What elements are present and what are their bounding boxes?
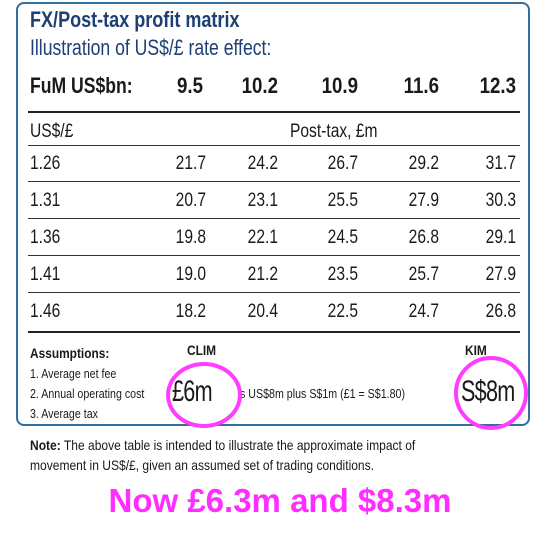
assumption-line: 1. Average net fee — [30, 366, 117, 381]
rate-cell: 1.26 — [30, 153, 61, 174]
table-cell: 30.3 — [485, 190, 516, 211]
table-subtitle: Illustration of US$/£ rate effect: — [30, 35, 272, 60]
table-cell: 24.2 — [247, 153, 278, 174]
table-cell: 20.4 — [247, 301, 278, 322]
header-divider — [28, 111, 520, 113]
table-cell: 19.0 — [175, 264, 206, 285]
table-cell: 29.2 — [408, 153, 439, 174]
kim-label: KIM — [465, 342, 487, 358]
table-cell: 24.7 — [408, 301, 439, 322]
rate-cell: 1.36 — [30, 227, 61, 248]
table-cell: 25.7 — [408, 264, 439, 285]
table-title: FX/Post-tax profit matrix — [30, 7, 240, 32]
table-cell: 24.5 — [327, 227, 358, 248]
note-line: movement in US$/£, given an assumed set … — [30, 457, 374, 473]
table-cell: 21.2 — [247, 264, 278, 285]
row-divider — [28, 181, 520, 182]
value-column-header: Post-tax, £m — [290, 121, 378, 142]
note-line: Note: The above table is intended to ill… — [30, 437, 415, 453]
table-cell: 23.5 — [327, 264, 358, 285]
rate-cell: 1.41 — [30, 264, 61, 285]
rate-cell: 1.31 — [30, 190, 61, 211]
clim-label: CLIM — [187, 342, 217, 358]
table-cell: 26.8 — [408, 227, 439, 248]
table-bottom-divider — [28, 331, 520, 333]
rate-column-header: US$/£ — [30, 121, 74, 142]
table-cell: 20.7 — [175, 190, 206, 211]
assumptions-title: Assumptions: — [30, 345, 110, 361]
fum-label: FuM US$bn: — [30, 73, 133, 98]
table-cell: 27.9 — [485, 264, 516, 285]
row-divider — [28, 255, 520, 256]
table-cell: 27.9 — [408, 190, 439, 211]
table-cell: 18.2 — [175, 301, 206, 322]
table-cell: 26.8 — [485, 301, 516, 322]
table-cell: 21.7 — [175, 153, 206, 174]
table-cell: 19.8 — [175, 227, 206, 248]
table-cell: 26.7 — [327, 153, 358, 174]
note-text: The above table is intended to illustrat… — [63, 437, 416, 453]
highlight-circle — [454, 356, 528, 430]
fum-value: 12.3 — [479, 73, 516, 98]
fum-value: 9.5 — [176, 73, 203, 98]
highlight-circle — [166, 362, 242, 428]
table-cell: 31.7 — [485, 153, 516, 174]
fum-value: 11.6 — [403, 73, 439, 98]
row-divider — [28, 145, 520, 146]
table-cell: 29.1 — [485, 227, 516, 248]
fum-value: 10.2 — [241, 73, 278, 98]
assumption-line: s US$8m plus S$1m (£1 = S$1.80) — [240, 386, 406, 401]
table-cell: 23.1 — [247, 190, 278, 211]
table-cell: 22.5 — [327, 301, 358, 322]
overlay-caption: Now £6.3m and $8.3m — [108, 482, 452, 519]
table-cell: 25.5 — [327, 190, 358, 211]
rate-cell: 1.46 — [30, 301, 61, 322]
row-divider — [28, 292, 520, 293]
note-label: Note: — [30, 437, 61, 453]
assumption-line: 2. Annual operating cost — [30, 386, 145, 401]
assumption-line: 3. Average tax — [30, 406, 98, 421]
row-divider — [28, 218, 520, 219]
fum-value: 10.9 — [321, 73, 358, 98]
table-frame — [16, 2, 530, 426]
table-cell: 22.1 — [247, 227, 278, 248]
